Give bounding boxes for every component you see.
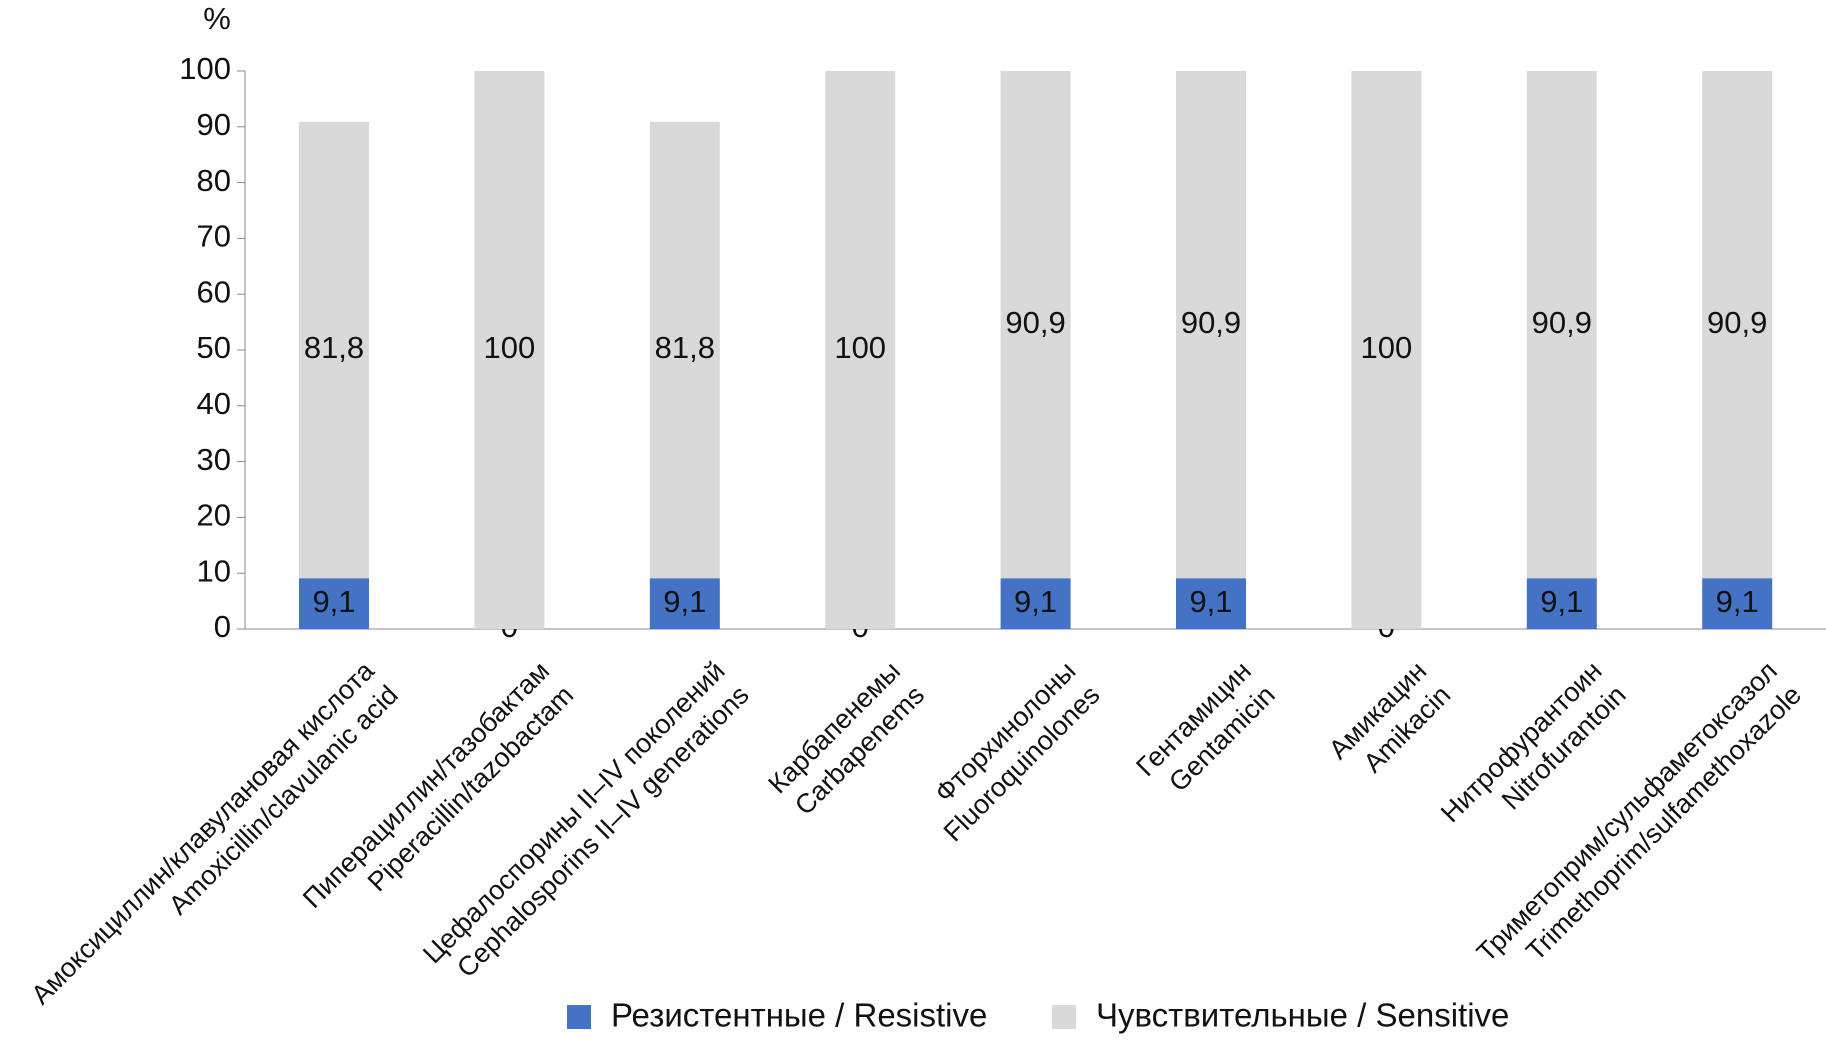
value-label: 100: [484, 330, 536, 365]
y-tick-label: 100: [179, 51, 231, 86]
bar-segment: [1351, 71, 1422, 629]
bar-segment: [299, 121, 369, 579]
value-label: 81,8: [304, 330, 364, 365]
y-tick-label: 0: [214, 609, 231, 644]
value-label: 9,1: [663, 584, 706, 619]
y-tick-label: 80: [197, 163, 231, 198]
value-label: 9,1: [312, 584, 355, 619]
x-tick-label: Trimethoprim/sulfamethoxazole: [1520, 680, 1807, 967]
value-label: 81,8: [655, 330, 715, 365]
y-tick-label: 30: [197, 442, 231, 477]
value-label: 9,1: [1716, 584, 1759, 619]
value-label: 90,9: [1005, 305, 1065, 340]
legend-label: Чувствительные / Sensitive: [1096, 997, 1509, 1034]
x-tick-label-group: Цефалоспорины II–IV поколенийCephalospor…: [417, 656, 755, 984]
x-tick-label: Амоксициллин/клавулановая кислота: [25, 655, 380, 1010]
bar-segment: [474, 71, 545, 629]
y-axis-label: %: [203, 1, 231, 36]
bar-segment: [1000, 578, 1071, 629]
y-tick-label: 50: [197, 330, 231, 365]
y-tick-label: 40: [197, 386, 231, 421]
legend-swatch: [1052, 1005, 1076, 1029]
bar-segment: [1000, 71, 1071, 579]
legend-label: Резистентные / Resistive: [611, 997, 987, 1034]
bar-segment: [1526, 71, 1597, 579]
value-label: 100: [1361, 330, 1413, 365]
legend-swatch: [567, 1005, 591, 1029]
value-label: 90,9: [1532, 305, 1592, 340]
x-tick-label: Piperacillin/tazobactam: [362, 680, 580, 898]
value-label: 90,9: [1707, 305, 1767, 340]
value-label: 9,1: [1540, 584, 1583, 619]
bar-segment: [1176, 578, 1246, 629]
bar-segment: [1702, 71, 1773, 579]
bar-segment: [299, 578, 369, 629]
y-tick-label: 20: [197, 498, 231, 533]
x-tick-label: Amoxicillin/clavulanic acid: [163, 680, 404, 921]
x-tick-label-group: Триметоприм/сульфаметоксазолTrimethoprim…: [1471, 656, 1807, 968]
y-tick-label: 90: [197, 107, 231, 142]
bar-segment: [1526, 578, 1597, 629]
bar-segment: [1702, 578, 1773, 629]
bar-segment: [825, 71, 896, 629]
value-label: 90,9: [1181, 305, 1241, 340]
y-tick-label: 70: [197, 219, 231, 254]
y-tick-label: 60: [197, 274, 231, 309]
bar-segment: [649, 121, 720, 579]
bar-segment: [649, 578, 720, 629]
bar-segment: [1176, 71, 1246, 579]
value-label: 9,1: [1014, 584, 1057, 619]
value-label: 9,1: [1189, 584, 1232, 619]
y-tick-label: 10: [197, 553, 231, 588]
value-label: 100: [834, 330, 886, 365]
